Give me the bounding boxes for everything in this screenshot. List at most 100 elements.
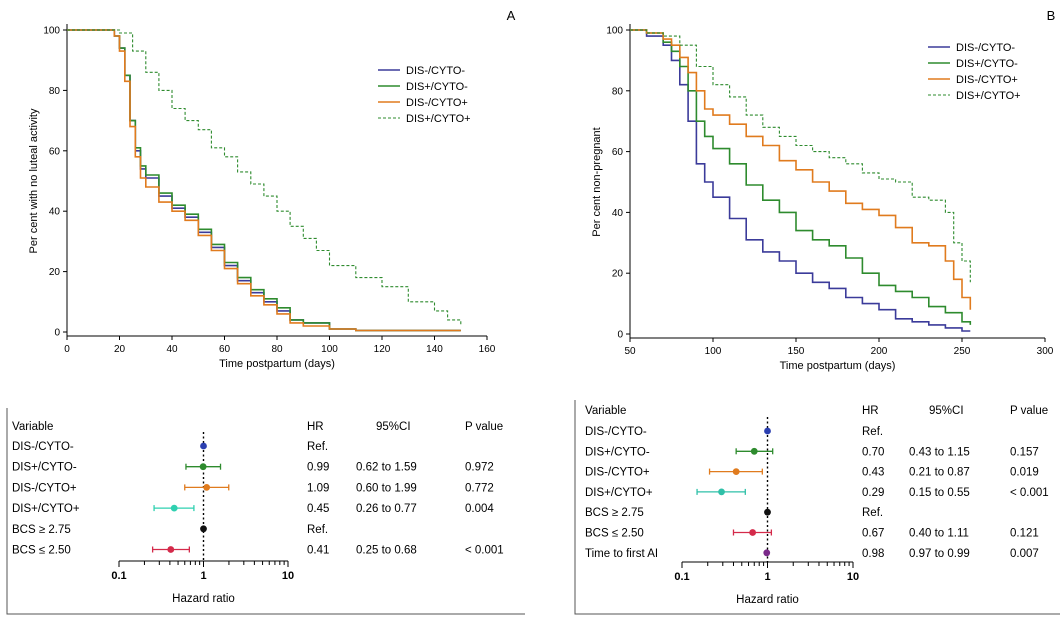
legend-entry: DIS-/CYTO- xyxy=(406,65,465,77)
row-variable: BCS ≥ 2.75 xyxy=(585,507,644,519)
row-variable: BCS ≤ 2.50 xyxy=(12,545,71,557)
row-hr: 0.98 xyxy=(862,548,884,560)
row-variable: Time to first AI xyxy=(585,548,658,560)
hr-point xyxy=(718,488,725,496)
legend-entry: DIS+/CYTO+ xyxy=(956,90,1021,102)
x-tick-label: 50 xyxy=(624,346,636,357)
row-ci: 0.43 to 1.15 xyxy=(909,446,970,458)
row-hr: 0.99 xyxy=(307,462,329,474)
y-tick-label: 60 xyxy=(612,147,624,158)
series-line-discyto xyxy=(67,29,461,332)
row-hr: 0.70 xyxy=(862,446,884,458)
row-p-value: 0.121 xyxy=(1010,528,1039,540)
x-tick-label: 100 xyxy=(705,346,722,357)
row-variable: DIS+/CYTO- xyxy=(12,462,77,474)
row-variable: BCS ≤ 2.50 xyxy=(585,528,644,540)
hr-point xyxy=(203,484,211,491)
hr-point xyxy=(167,546,175,553)
row-ci: 0.97 to 0.99 xyxy=(909,548,970,560)
row-hr: Ref. xyxy=(307,441,328,453)
row-hr: 0.29 xyxy=(862,487,884,499)
panel-frame xyxy=(6,408,525,615)
x-tick-label: 140 xyxy=(426,344,443,355)
row-p-value: 0.157 xyxy=(1010,446,1039,458)
hr-point xyxy=(199,463,207,471)
hr-tick-label: 10 xyxy=(847,571,859,583)
x-tick-label: 100 xyxy=(321,344,338,355)
legend-entry: DIS+/CYTO- xyxy=(406,81,468,93)
row-p-value: 0.019 xyxy=(1010,467,1039,479)
row-hr: 0.43 xyxy=(862,467,884,479)
header-variable: Variable xyxy=(12,421,53,433)
row-hr: 0.67 xyxy=(862,528,884,540)
row-ci: 0.25 to 0.68 xyxy=(356,545,417,557)
x-tick-label: 20 xyxy=(114,344,126,355)
row-p-value: 0.972 xyxy=(465,462,494,474)
panel-label: A xyxy=(507,8,516,23)
forest-plot xyxy=(6,408,525,615)
hr-tick-label: 1 xyxy=(200,570,206,582)
x-tick-label: 120 xyxy=(374,344,391,355)
hr-axis-label: Hazard ratio xyxy=(736,594,799,606)
hr-point xyxy=(764,508,771,516)
y-tick-label: 40 xyxy=(49,207,61,218)
series-line-discyto xyxy=(630,29,972,310)
series-line-discyto xyxy=(67,29,461,332)
panel-label: B xyxy=(1047,8,1056,23)
y-tick-label: 40 xyxy=(612,208,624,219)
row-hr: Ref. xyxy=(862,507,883,519)
legend-entry: DIS+/CYTO+ xyxy=(406,113,471,125)
row-p-value: < 0.001 xyxy=(465,545,504,557)
series-line-discyto xyxy=(630,29,972,325)
hr-axis-label: Hazard ratio xyxy=(172,593,235,605)
y-tick-label: 20 xyxy=(612,269,624,280)
row-hr: Ref. xyxy=(862,426,883,438)
hr-tick-label: 0.1 xyxy=(674,571,689,583)
legend-entry: DIS+/CYTO- xyxy=(956,58,1018,70)
legend-entry: DIS-/CYTO+ xyxy=(406,97,468,109)
row-variable: DIS-/CYTO+ xyxy=(585,467,650,479)
forest-plot xyxy=(574,400,1060,615)
row-ci: 0.15 to 0.55 xyxy=(909,487,970,499)
hr-point xyxy=(200,442,207,450)
row-hr: Ref. xyxy=(307,524,328,536)
km-plot-A xyxy=(63,24,488,340)
y-tick-label: 100 xyxy=(606,26,623,37)
row-ci: 0.40 to 1.11 xyxy=(909,528,969,540)
y-tick-label: 20 xyxy=(49,267,61,278)
series-line-discyto xyxy=(67,29,462,326)
row-variable: DIS-/CYTO- xyxy=(12,441,74,453)
header-hr: HR xyxy=(307,421,324,433)
hr-point xyxy=(763,549,771,557)
row-variable: DIS+/CYTO+ xyxy=(585,487,653,499)
y-tick-label: 80 xyxy=(612,86,624,97)
hr-point xyxy=(749,529,757,536)
row-ci: 0.21 to 0.87 xyxy=(909,467,970,479)
row-ci: 0.26 to 0.77 xyxy=(356,503,417,515)
x-tick-label: 60 xyxy=(219,344,231,355)
header-p-value: P value xyxy=(465,421,503,433)
row-variable: DIS+/CYTO- xyxy=(585,446,650,458)
x-tick-label: 40 xyxy=(166,344,178,355)
row-variable: DIS+/CYTO+ xyxy=(12,503,80,515)
header-hr: HR xyxy=(862,405,879,417)
x-tick-label: 250 xyxy=(954,346,971,357)
hr-point xyxy=(200,525,207,533)
header-p-value: P value xyxy=(1010,405,1048,417)
row-p-value: 0.772 xyxy=(465,482,494,494)
series-line-discyto xyxy=(630,29,971,332)
x-tick-label: 200 xyxy=(871,346,888,357)
header-ci: 95%CI xyxy=(929,405,964,417)
row-variable: DIS-/CYTO- xyxy=(585,426,647,438)
hr-point xyxy=(764,427,771,435)
hr-tick-label: 0.1 xyxy=(111,570,126,582)
row-p-value: < 0.001 xyxy=(1010,487,1049,499)
row-p-value: 0.007 xyxy=(1010,548,1039,560)
row-ci: 0.62 to 1.59 xyxy=(356,462,417,474)
series-line-discyto xyxy=(630,29,971,283)
row-hr: 0.45 xyxy=(307,503,329,515)
y-tick-label: 0 xyxy=(617,330,623,341)
y-tick-label: 60 xyxy=(49,146,61,157)
y-tick-label: 80 xyxy=(49,86,61,97)
